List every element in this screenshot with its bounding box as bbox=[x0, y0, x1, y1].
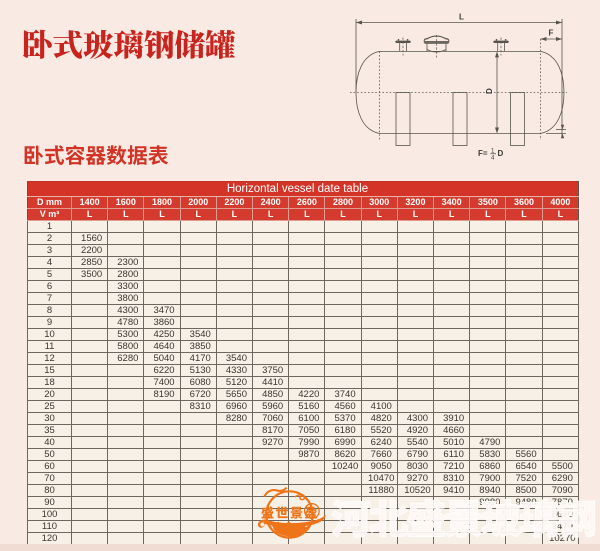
svg-text:D: D bbox=[485, 88, 494, 94]
svg-text:D: D bbox=[498, 149, 504, 158]
svg-text:4: 4 bbox=[491, 156, 495, 162]
svg-text:L: L bbox=[459, 13, 464, 22]
svg-text:F: F bbox=[549, 29, 554, 38]
svg-text:F=: F= bbox=[478, 149, 488, 158]
svg-text:1: 1 bbox=[491, 149, 495, 155]
